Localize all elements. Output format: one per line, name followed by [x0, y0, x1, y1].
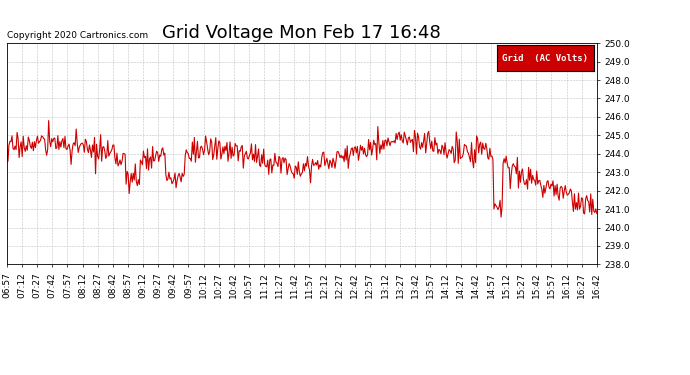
Title: Grid Voltage Mon Feb 17 16:48: Grid Voltage Mon Feb 17 16:48: [163, 24, 441, 42]
Text: Copyright 2020 Cartronics.com: Copyright 2020 Cartronics.com: [7, 31, 148, 40]
